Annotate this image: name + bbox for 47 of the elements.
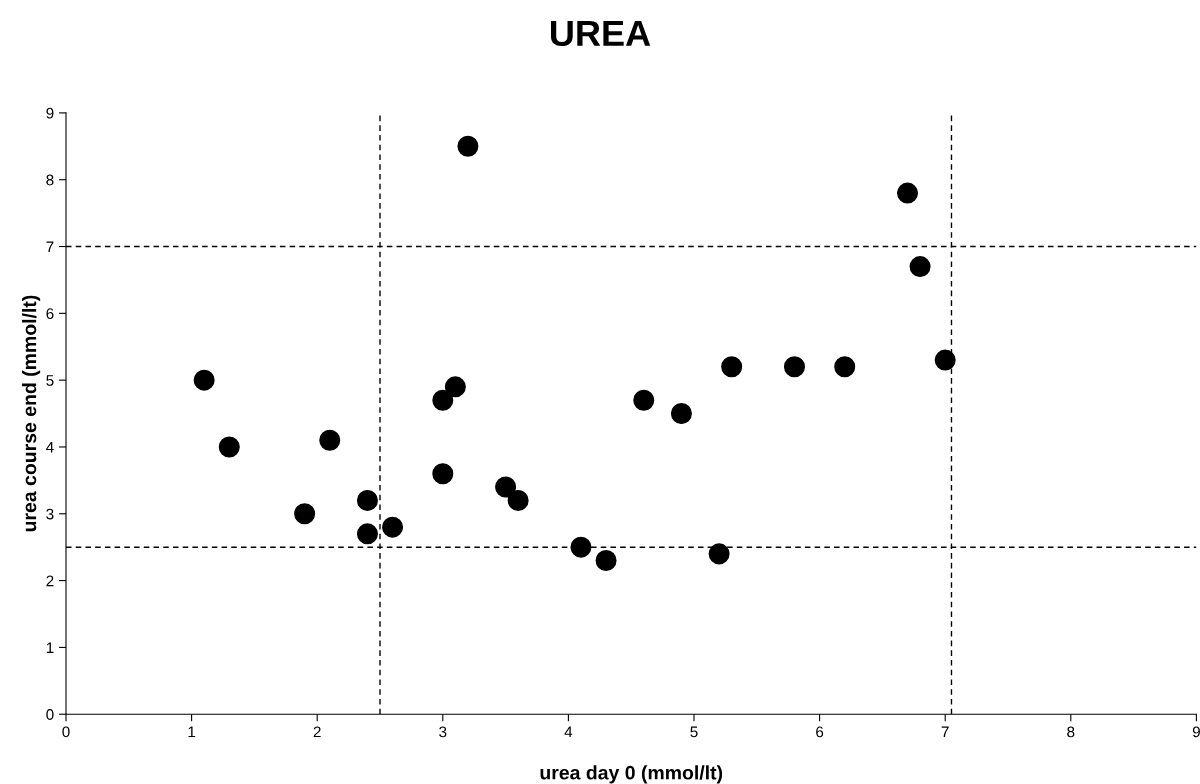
y-tick-label: 2: [46, 575, 54, 587]
y-tick-label: 3: [46, 508, 54, 520]
point: [218, 436, 240, 458]
point: [356, 489, 378, 511]
y-tick-label: 7: [46, 241, 54, 253]
y-tick-label: 0: [46, 709, 54, 720]
point: [721, 356, 743, 378]
point: [909, 256, 931, 278]
point: [294, 503, 316, 525]
point: [570, 536, 592, 558]
x-tick-label: 5: [690, 726, 698, 738]
y-tick-label: 1: [46, 642, 54, 653]
chart-title: UREA: [551, 20, 651, 47]
point: [356, 523, 378, 545]
point: [432, 463, 454, 485]
y-tick-label: 8: [46, 174, 54, 186]
point: [670, 403, 692, 425]
x-tick-label: 7: [941, 726, 949, 738]
x-axis-title: urea day 0 (mmol/lt): [540, 765, 723, 784]
point: [633, 389, 655, 411]
point: [834, 356, 856, 378]
point: [457, 135, 479, 157]
y-tick-label: 5: [46, 375, 54, 386]
x-tick-label: 0: [62, 726, 70, 738]
x-tick-label: 4: [564, 726, 573, 738]
point: [783, 356, 805, 378]
x-tick-label: 3: [439, 726, 447, 738]
y-tick-label: 9: [46, 107, 54, 119]
point: [319, 429, 341, 451]
point: [495, 476, 517, 498]
point: [444, 376, 466, 398]
x-tick-label: 2: [313, 726, 321, 738]
point: [193, 369, 215, 391]
x-tick-label: 8: [1067, 726, 1075, 738]
y-tick-label: 6: [46, 308, 54, 320]
y-axis-title: urea course end (mmol/lt): [22, 295, 41, 532]
point: [934, 349, 956, 371]
y-tick-label: 4: [46, 441, 54, 453]
point: [595, 550, 617, 572]
x-tick-label: 9: [1192, 726, 1200, 738]
point: [708, 543, 730, 565]
x-tick-label: 6: [816, 726, 824, 738]
x-tick-label: 1: [188, 726, 196, 738]
point: [432, 389, 454, 411]
point: [897, 182, 919, 204]
point: [382, 516, 404, 538]
point: [507, 489, 529, 511]
